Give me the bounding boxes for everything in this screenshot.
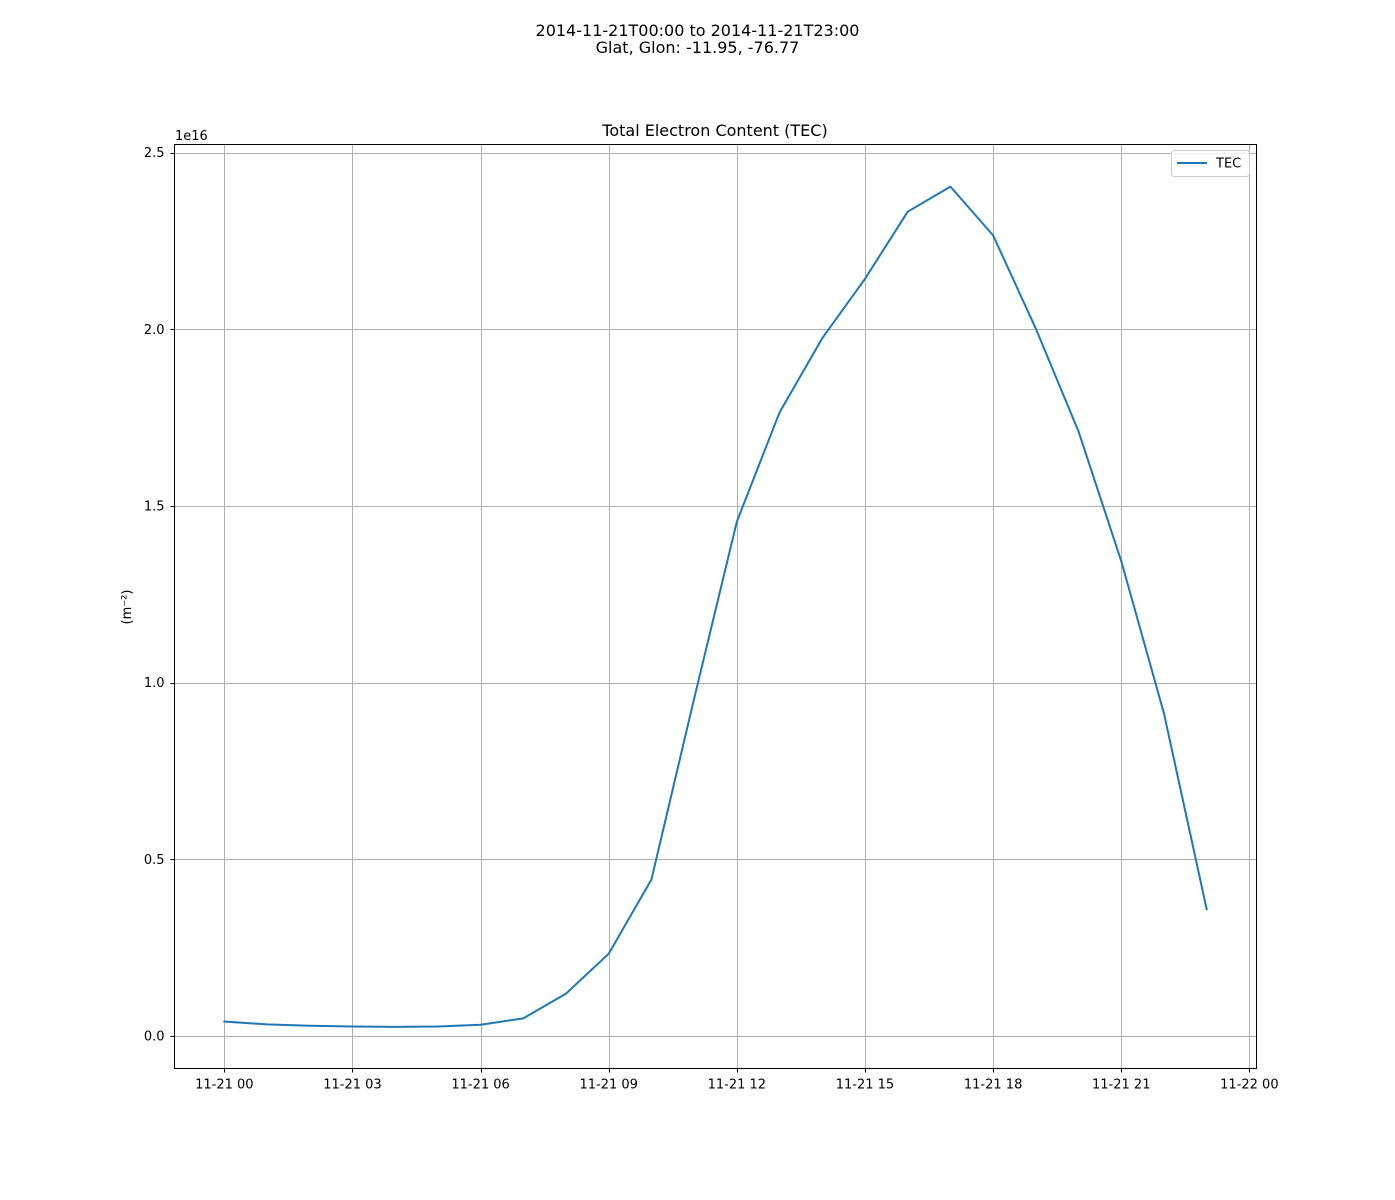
y-axis: 0.0 0.5 1.0 1.5 2.0 2.5: [144, 146, 175, 1045]
x-tick-label: 11-21 12: [708, 1078, 766, 1093]
x-tick-label: 11-21 06: [451, 1078, 509, 1093]
y-tick-label: 1.5: [144, 500, 165, 515]
x-tick-label: 11-21 09: [579, 1078, 637, 1093]
y-tick-label: 2.0: [144, 323, 165, 338]
series-line-tec: [223, 185, 1208, 1028]
figure-title-line-1: 2014-11-21T00:00 to 2014-11-21T23:00: [535, 21, 860, 40]
legend-box: [1171, 150, 1250, 177]
x-axis: 11-21 00 11-21 03 11-21 06 11-21 09 11-21 12…: [195, 1068, 1279, 1093]
x-tick-label: 11-21 15: [836, 1078, 894, 1093]
x-tick-label: 11-21 18: [964, 1078, 1022, 1093]
y-tick-label: 0.5: [144, 853, 165, 868]
plot-frame: [174, 144, 1257, 1069]
x-tick-label: 11-21 21: [1092, 1078, 1150, 1093]
chart-title: Total Electron Content (TEC): [601, 121, 827, 140]
y-axis-offset-label: 1e16: [175, 129, 208, 144]
grid-lines: [174, 144, 1257, 1069]
y-tick-label: 2.5: [144, 146, 165, 161]
legend: TEC: [1171, 150, 1250, 177]
figure-title-line-2: Glat, Glon: -11.95, -76.77: [595, 38, 800, 57]
y-tick-label: 0.0: [144, 1030, 165, 1045]
y-tick-label: 1.0: [144, 676, 165, 691]
x-tick-label: 11-21 03: [323, 1078, 381, 1093]
y-axis-label: (m⁻²): [120, 590, 135, 625]
x-tick-label: 11-21 00: [195, 1078, 253, 1093]
legend-label-tec: TEC: [1215, 157, 1241, 172]
x-tick-label: 11-22 00: [1220, 1078, 1278, 1093]
plot-area: [223, 185, 1208, 1028]
